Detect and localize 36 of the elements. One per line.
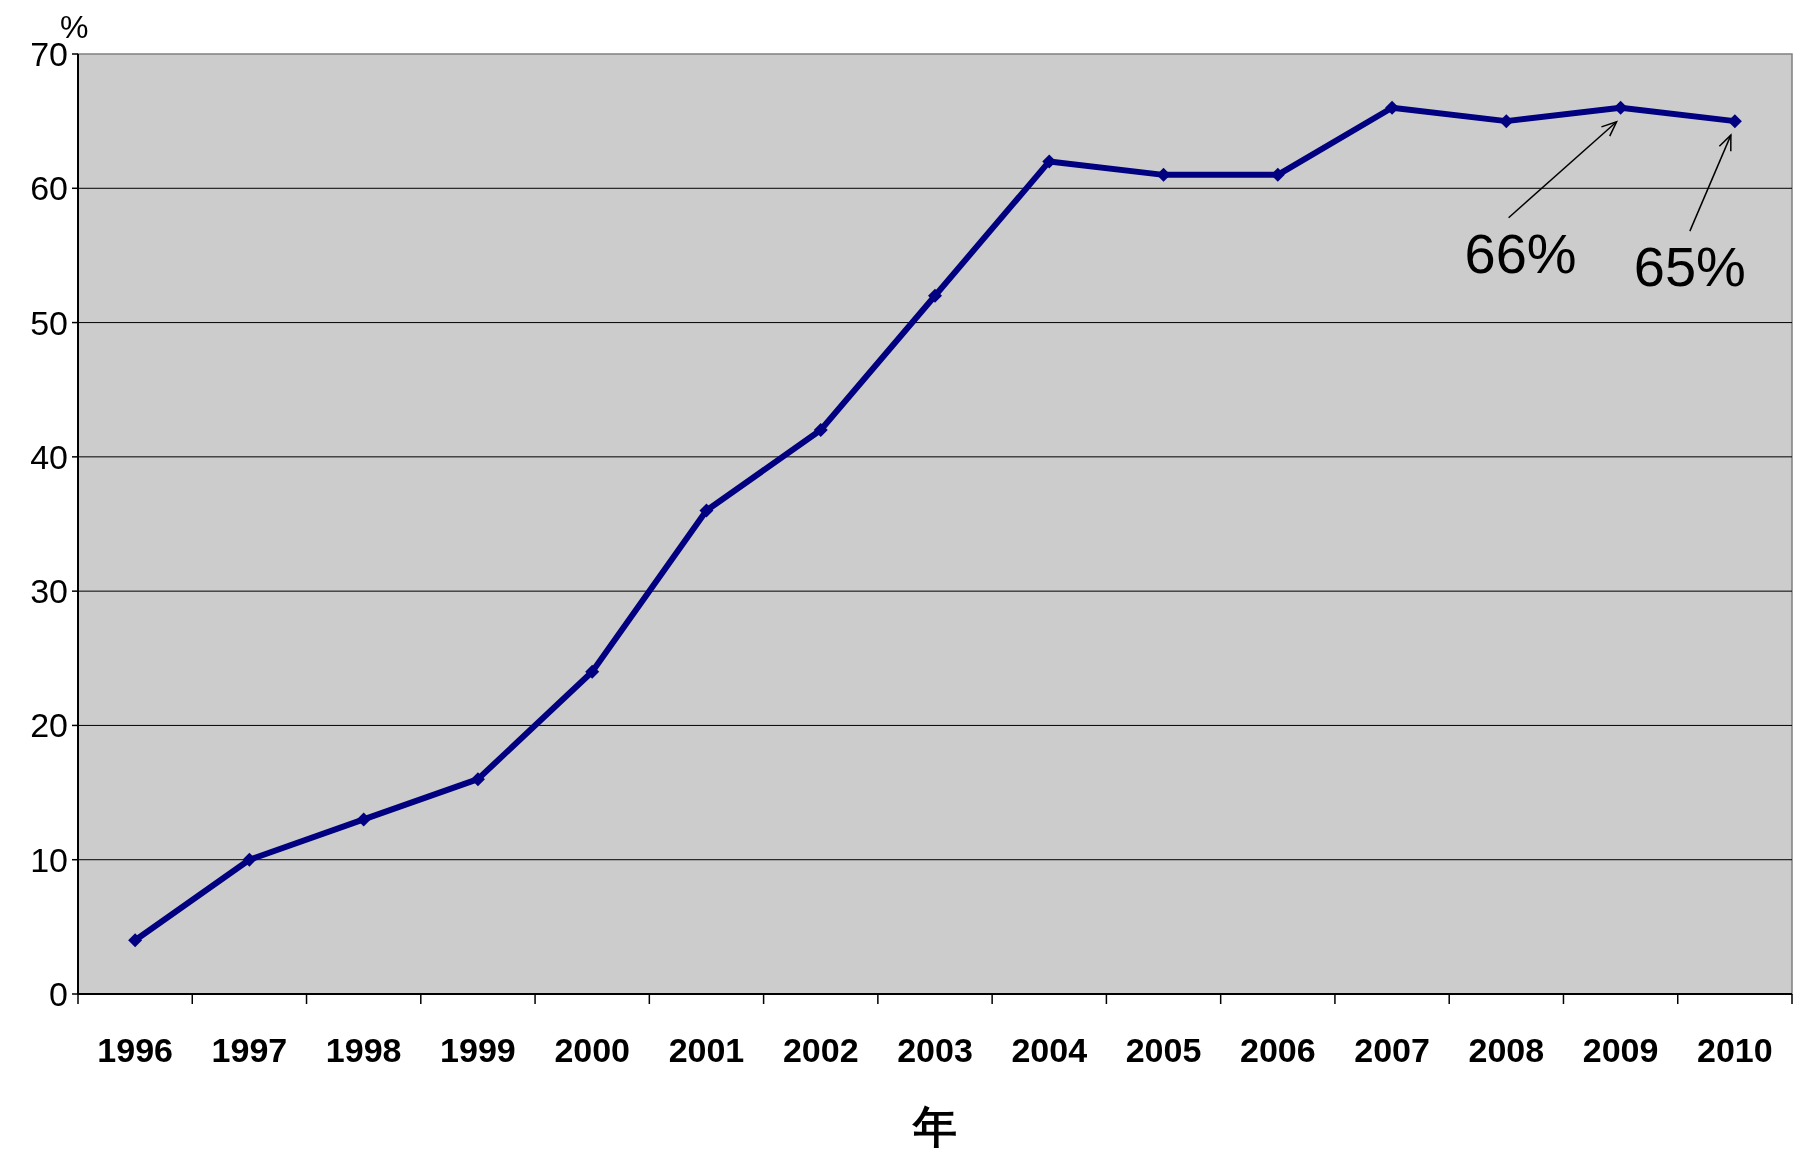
y-tick-label: 10 <box>30 840 68 879</box>
point <box>928 288 942 303</box>
point <box>356 812 371 827</box>
annotation: 65% <box>1633 235 1746 299</box>
annotation: 66% <box>1464 221 1577 285</box>
x-tick-label: 2001 <box>668 1031 745 1069</box>
point <box>1613 100 1628 115</box>
point <box>585 664 600 679</box>
point <box>242 852 257 867</box>
x-tick-label: 2008 <box>1468 1031 1545 1069</box>
x-tick-label: 1998 <box>325 1031 402 1069</box>
x-tick-label: 1999 <box>440 1031 516 1069</box>
point <box>1727 114 1742 129</box>
y-tick-label: 0 <box>49 975 68 1013</box>
x-tick-label: 2000 <box>554 1031 631 1069</box>
point <box>470 772 485 787</box>
y-tick-label: 60 <box>30 169 68 208</box>
x-tick-label: 1996 <box>97 1031 173 1069</box>
y-tick-label: 40 <box>30 437 68 476</box>
point <box>128 933 143 948</box>
x-tick-label: 2004 <box>1011 1031 1088 1069</box>
x-tick-label: 2010 <box>1697 1031 1773 1069</box>
x-tick-label: 2007 <box>1354 1031 1430 1069</box>
y-tick-label: 50 <box>30 303 68 342</box>
x-tick-label: 2006 <box>1239 1031 1316 1069</box>
x-tick-label: 2005 <box>1125 1031 1202 1069</box>
point <box>813 423 828 437</box>
x-tick-label: 1997 <box>211 1031 288 1069</box>
x-axis-title: 年 <box>912 1102 957 1151</box>
point <box>699 503 714 518</box>
y-tick-label: 30 <box>30 572 68 611</box>
point <box>1499 114 1514 129</box>
x-tick-label: 2002 <box>782 1031 859 1069</box>
x-tick-label: 2003 <box>897 1031 973 1069</box>
x-tick-label: 2009 <box>1582 1031 1659 1069</box>
y-tick-label: 20 <box>30 706 68 745</box>
